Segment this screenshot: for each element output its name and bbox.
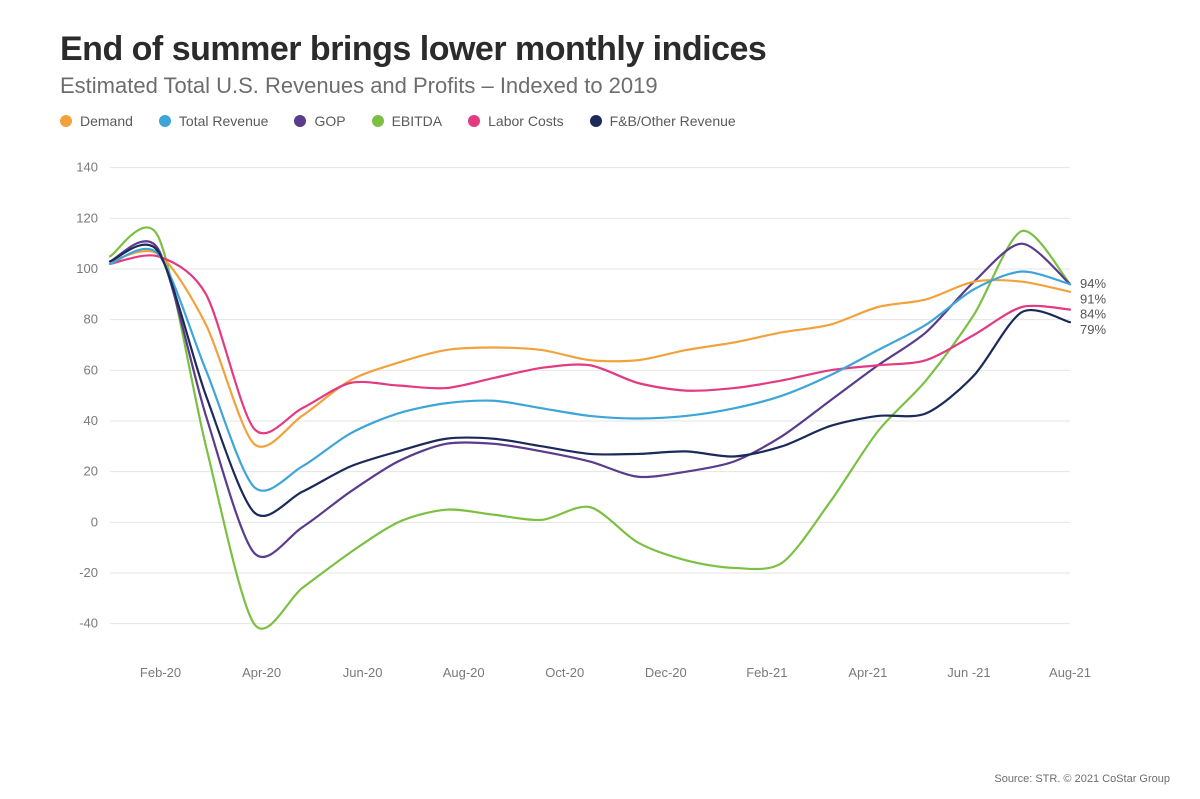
y-tick-label: 0 — [91, 514, 98, 529]
x-tick-label: Aug-20 — [443, 665, 485, 680]
y-tick-label: 100 — [76, 261, 98, 276]
x-tick-label: Oct-20 — [545, 665, 584, 680]
x-tick-label: Jun-20 — [343, 665, 383, 680]
chart-subtitle: Estimated Total U.S. Revenues and Profit… — [60, 73, 1140, 99]
series-line — [110, 255, 1070, 433]
y-tick-label: 80 — [84, 312, 98, 327]
legend-item: EBITDA — [372, 113, 443, 129]
y-tick-label: -20 — [79, 565, 98, 580]
legend-label: Labor Costs — [488, 113, 563, 129]
y-tick-label: 20 — [84, 464, 98, 479]
end-value-label: 91% — [1080, 291, 1106, 306]
chart-title: End of summer brings lower monthly indic… — [60, 30, 1140, 69]
legend-swatch — [294, 115, 306, 127]
line-chart-svg: -40 -20 0 20 40 60 80 100 120 140 Feb-20 Apr-20 Jun-… — [60, 139, 1140, 699]
legend-label: EBITDA — [392, 113, 443, 129]
legend-swatch — [159, 115, 171, 127]
chart-plot-area: -40 -20 0 20 40 60 80 100 120 140 Feb-20 Apr-20 Jun-… — [60, 139, 1140, 699]
end-value-label: 79% — [1080, 322, 1106, 337]
x-tick-label: Apr-21 — [848, 665, 887, 680]
legend-swatch — [372, 115, 384, 127]
series-line — [110, 251, 1070, 447]
y-tick-label: -40 — [79, 616, 98, 631]
legend-swatch — [590, 115, 602, 127]
end-value-label: 94% — [1080, 276, 1106, 291]
x-tick-label: Dec-20 — [645, 665, 687, 680]
legend-swatch — [60, 115, 72, 127]
x-tick-label: Jun -21 — [947, 665, 990, 680]
x-tick-label: Apr-20 — [242, 665, 281, 680]
legend-item: GOP — [294, 113, 345, 129]
y-tick-label: 60 — [84, 362, 98, 377]
end-value-label: 84% — [1080, 307, 1106, 322]
legend-label: Total Revenue — [179, 113, 269, 129]
y-tick-label: 120 — [76, 210, 98, 225]
legend-item: F&B/Other Revenue — [590, 113, 736, 129]
y-tick-label: 140 — [76, 160, 98, 175]
legend-item: Demand — [60, 113, 133, 129]
chart-container: End of summer brings lower monthly indic… — [0, 0, 1200, 799]
legend-swatch — [468, 115, 480, 127]
legend-item: Labor Costs — [468, 113, 563, 129]
source-attribution: Source: STR. © 2021 CoStar Group — [994, 773, 1170, 785]
legend: Demand Total Revenue GOP EBITDA Labor Costs F… — [60, 113, 1140, 129]
x-tick-label: Feb-21 — [746, 665, 787, 680]
x-tick-label: Aug-21 — [1049, 665, 1091, 680]
legend-label: F&B/Other Revenue — [610, 113, 736, 129]
y-tick-label: 40 — [84, 413, 98, 428]
x-tick-label: Feb-20 — [140, 665, 181, 680]
legend-label: Demand — [80, 113, 133, 129]
legend-item: Total Revenue — [159, 113, 269, 129]
series-line — [110, 241, 1070, 557]
legend-label: GOP — [314, 113, 345, 129]
